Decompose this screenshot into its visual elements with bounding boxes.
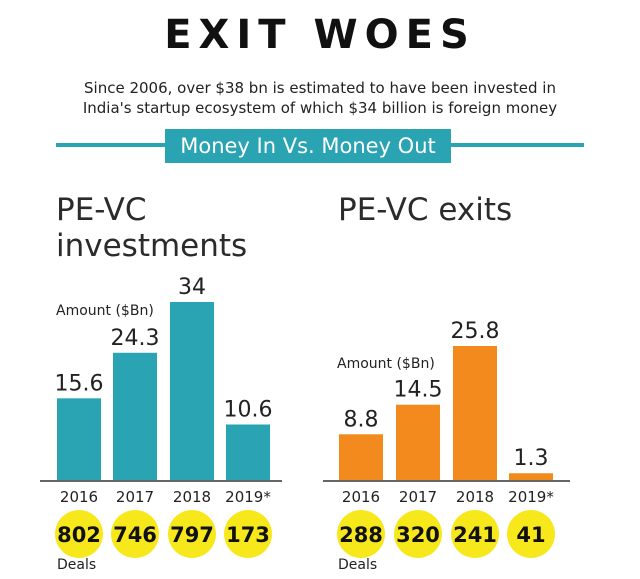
investments-year-label: 2016 [60,488,98,506]
investments-bar-2017 [113,352,157,480]
investments-deals-circle [111,510,159,558]
exits-bar-2016 [339,434,383,480]
exits-deals-circle [394,510,442,558]
investments-value-label: 10.6 [224,398,273,423]
infographic-title: EXIT WOES [164,12,476,58]
investments-amount-label: Amount ($Bn) [56,303,154,319]
investments-deals-circle [55,510,103,558]
investments-year-label: 2019* [225,488,271,506]
exits-year-label: 2016 [342,488,380,506]
investments-value-label: 24.3 [111,326,160,351]
exits-amount-label: Amount ($Bn) [337,356,435,372]
subtitle-line-1: Since 2006, over $38 bn is estimated to … [84,79,556,97]
exits-deals-label: Deals [338,557,378,573]
exits-deals-count: 288 [339,523,383,547]
exits-year-label: 2019* [508,488,554,506]
investments-bar-2016 [57,398,101,480]
subtitle: Since 2006, over $38 bn is estimated to … [0,78,640,118]
exits-value-label: 1.3 [514,446,549,471]
exits-deals-circle [507,510,555,558]
investments-chart-title: PE-VC investments [56,192,247,264]
exits-bar-2017 [396,404,440,480]
investments-year-label: 2018 [173,488,211,506]
investments-title-line-1: PE-VC [56,192,147,228]
exits-deals-circle [451,510,499,558]
exits-year-label: 2017 [399,488,437,506]
investments-title-line-2: investments [56,228,248,264]
exits-value-label: 25.8 [451,319,500,344]
exits-value-label: 14.5 [394,378,443,403]
exits-deals-count: 41 [516,523,545,547]
exits-deals-count: 320 [396,523,440,547]
investments-deals-circle [224,510,272,558]
exits-bar-2018 [453,346,497,480]
investments-deals-count: 797 [170,523,214,547]
subtitle-line-2: India's startup ecosystem of which $34 b… [82,99,558,117]
investments-value-label: 15.6 [55,371,104,396]
investments-deals-circle [168,510,216,558]
exits-bar-2019 [509,473,553,480]
investments-value-label: 34 [178,275,206,300]
exits-deals-count: 241 [453,523,497,547]
investments-bar-2018 [170,302,214,480]
section-banner: Money In Vs. Money Out [165,129,451,163]
investments-deals-label: Deals [57,557,97,573]
exits-chart-title: PE-VC exits [338,192,513,228]
exits-year-label: 2018 [456,488,494,506]
investments-deals-count: 802 [57,523,101,547]
investments-deals-count: 746 [113,523,157,547]
exits-value-label: 8.8 [344,407,379,432]
exits-deals-circle [337,510,385,558]
investments-year-label: 2017 [116,488,154,506]
investments-deals-count: 173 [226,523,270,547]
investments-bar-2019 [226,424,270,480]
